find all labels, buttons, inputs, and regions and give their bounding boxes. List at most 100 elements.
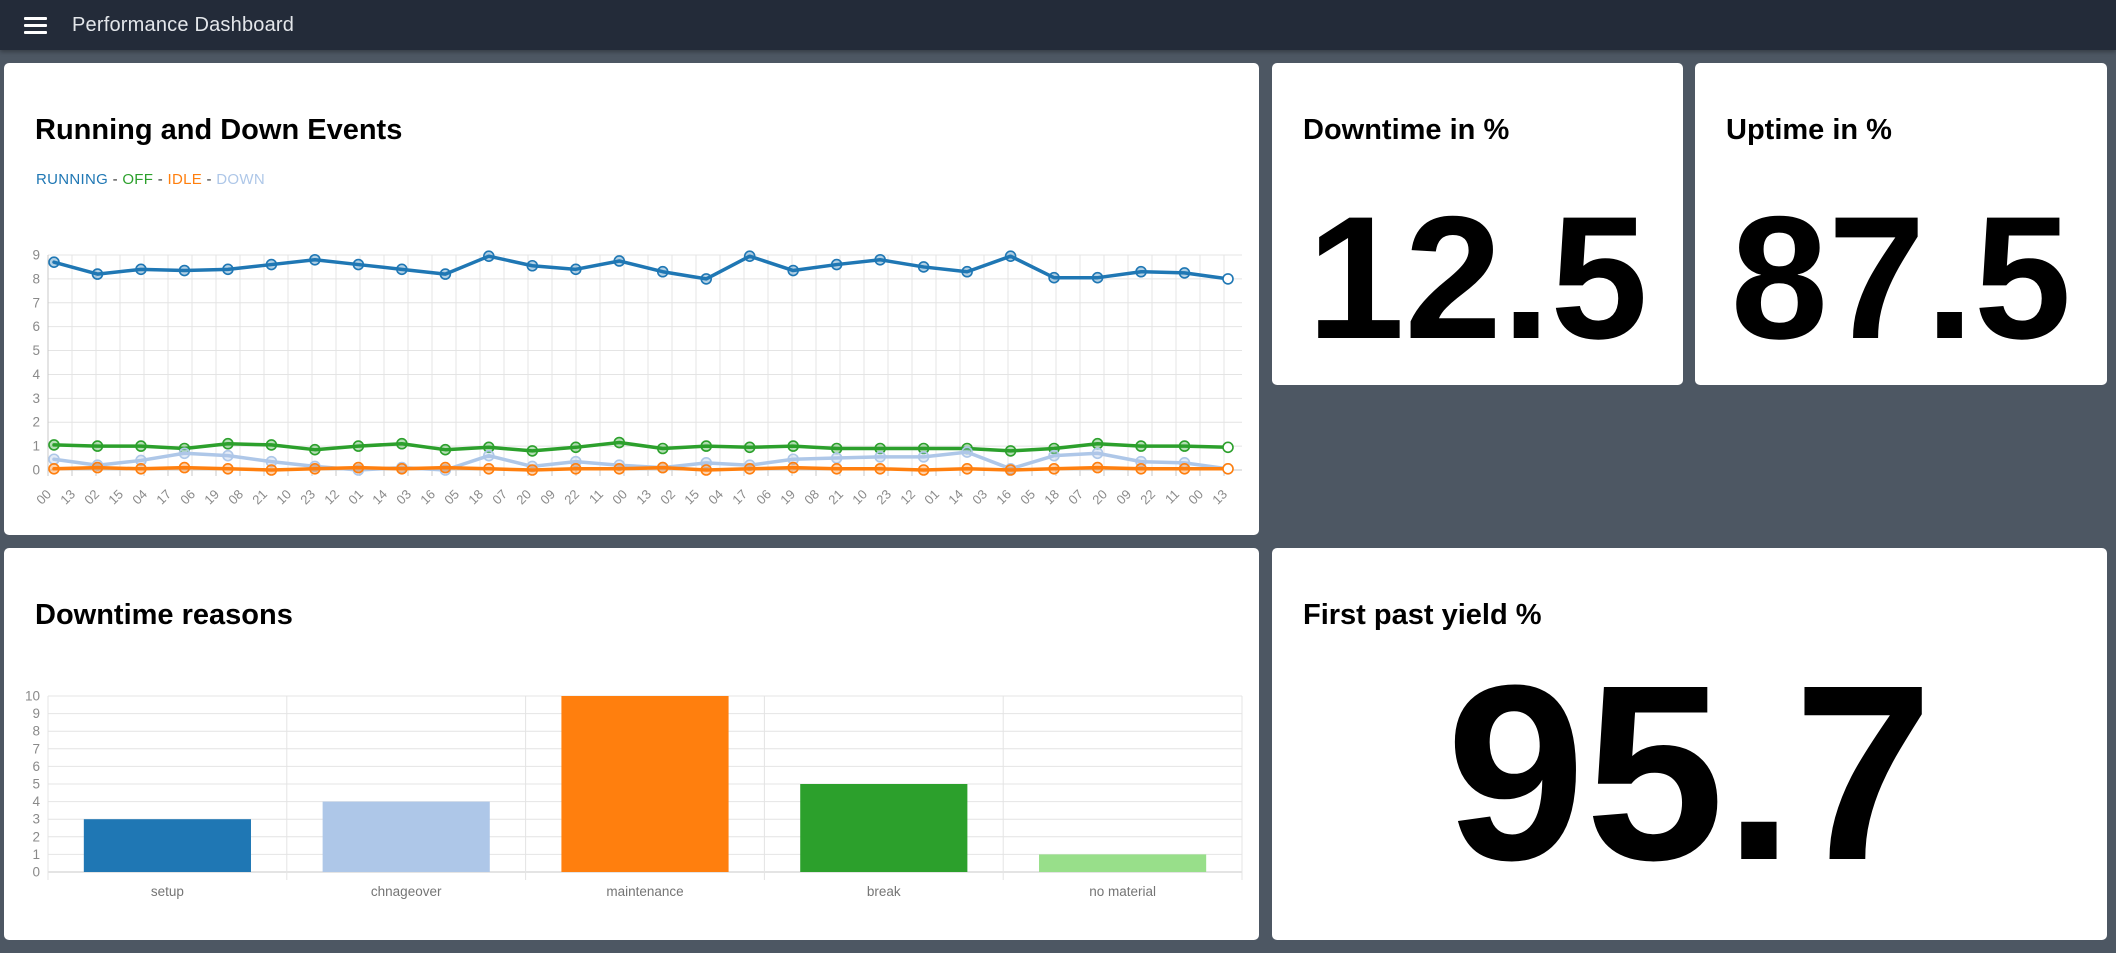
data-point-down[interactable] <box>135 454 147 467</box>
data-point-running[interactable] <box>1178 267 1191 279</box>
data-point-off[interactable] <box>309 443 321 456</box>
data-point-running[interactable] <box>222 263 234 276</box>
data-point-running[interactable] <box>439 268 452 280</box>
data-point-running[interactable] <box>874 253 886 266</box>
data-point-off[interactable] <box>439 443 452 456</box>
data-point-running[interactable] <box>48 256 60 268</box>
data-point-idle[interactable] <box>439 461 452 474</box>
data-point-running[interactable] <box>1135 265 1147 278</box>
legend-item-idle[interactable]: IDLE <box>167 171 203 188</box>
data-point-off[interactable] <box>1091 437 1104 450</box>
data-point-down[interactable] <box>961 446 973 458</box>
data-point-idle[interactable] <box>613 463 626 475</box>
data-point-off[interactable] <box>787 440 799 452</box>
data-point-off[interactable] <box>352 440 365 452</box>
data-point-idle[interactable] <box>1091 461 1104 474</box>
data-point-running[interactable] <box>700 273 713 285</box>
data-point-idle[interactable] <box>526 464 539 476</box>
data-point-running[interactable] <box>396 263 408 276</box>
data-point-idle[interactable] <box>1222 463 1234 475</box>
data-point-off[interactable] <box>917 442 930 455</box>
data-point-running[interactable] <box>1091 271 1104 284</box>
data-point-running[interactable] <box>569 263 582 276</box>
data-point-idle[interactable] <box>700 464 713 476</box>
data-point-running[interactable] <box>743 250 756 262</box>
data-point-idle[interactable] <box>656 461 669 474</box>
data-point-running[interactable] <box>917 261 930 273</box>
data-point-running[interactable] <box>352 258 365 271</box>
data-point-running[interactable] <box>1048 271 1060 284</box>
data-point-running[interactable] <box>265 258 278 271</box>
data-point-down[interactable] <box>48 453 60 466</box>
bar-setup[interactable] <box>83 819 251 872</box>
data-point-off[interactable] <box>743 441 756 454</box>
data-point-off[interactable] <box>830 442 843 455</box>
bar-chnageover[interactable] <box>322 801 490 872</box>
data-point-running[interactable] <box>309 253 321 266</box>
data-point-running[interactable] <box>787 264 799 277</box>
legend-item-running[interactable]: RUNNING <box>36 171 109 188</box>
data-point-running[interactable] <box>178 264 191 277</box>
data-point-off[interactable] <box>1135 440 1147 452</box>
data-point-off[interactable] <box>396 437 408 450</box>
data-point-idle[interactable] <box>830 463 843 475</box>
data-point-idle[interactable] <box>396 463 408 475</box>
data-point-idle[interactable] <box>787 461 799 474</box>
data-point-off[interactable] <box>91 440 104 452</box>
data-point-down[interactable] <box>1048 449 1060 462</box>
data-point-idle[interactable] <box>961 463 973 475</box>
data-point-down[interactable] <box>222 449 234 462</box>
data-point-idle[interactable] <box>569 463 582 475</box>
data-point-off[interactable] <box>569 441 582 454</box>
data-point-down[interactable] <box>830 452 843 464</box>
data-point-running[interactable] <box>526 259 539 272</box>
data-point-idle[interactable] <box>178 461 191 474</box>
data-point-running[interactable] <box>91 268 104 280</box>
data-point-off[interactable] <box>135 440 147 452</box>
data-point-off[interactable] <box>483 441 495 454</box>
data-point-down[interactable] <box>483 449 495 462</box>
data-point-idle[interactable] <box>352 461 365 474</box>
bar-maintenance[interactable] <box>561 696 729 872</box>
data-point-running[interactable] <box>613 255 626 267</box>
data-point-running[interactable] <box>1222 273 1234 285</box>
data-point-off[interactable] <box>265 439 278 451</box>
data-point-down[interactable] <box>874 451 886 463</box>
data-point-idle[interactable] <box>874 463 886 475</box>
data-point-running[interactable] <box>830 258 843 271</box>
menu-icon[interactable] <box>24 13 47 38</box>
data-point-off[interactable] <box>1004 445 1017 457</box>
data-point-off[interactable] <box>874 442 886 455</box>
data-point-off[interactable] <box>656 442 669 455</box>
data-point-down[interactable] <box>178 447 191 460</box>
data-point-running[interactable] <box>656 265 669 278</box>
data-point-off[interactable] <box>1222 441 1234 454</box>
data-point-off[interactable] <box>222 437 234 450</box>
data-point-down[interactable] <box>787 453 799 466</box>
data-point-running[interactable] <box>1004 250 1017 262</box>
bar-break[interactable] <box>800 784 968 872</box>
data-point-off[interactable] <box>526 445 539 457</box>
data-point-down[interactable] <box>1091 447 1104 460</box>
data-point-idle[interactable] <box>483 463 495 475</box>
data-point-idle[interactable] <box>135 463 147 475</box>
data-point-idle[interactable] <box>1048 463 1060 475</box>
data-point-idle[interactable] <box>917 464 930 476</box>
data-point-off[interactable] <box>1178 440 1191 452</box>
data-point-idle[interactable] <box>1178 463 1191 475</box>
data-point-off[interactable] <box>48 439 60 451</box>
data-point-idle[interactable] <box>91 461 104 474</box>
legend-item-off[interactable]: OFF <box>122 171 154 188</box>
data-point-off[interactable] <box>700 440 713 452</box>
legend-item-down[interactable]: DOWN <box>216 171 265 188</box>
data-point-running[interactable] <box>961 265 973 278</box>
data-point-down[interactable] <box>265 455 278 468</box>
data-point-running[interactable] <box>135 263 147 276</box>
data-point-idle[interactable] <box>743 463 756 475</box>
bar-no-material[interactable] <box>1039 854 1207 872</box>
data-point-off[interactable] <box>613 436 626 449</box>
data-point-idle[interactable] <box>48 463 60 475</box>
data-point-running[interactable] <box>483 250 495 262</box>
data-point-idle[interactable] <box>1135 463 1147 475</box>
data-point-idle[interactable] <box>309 463 321 475</box>
